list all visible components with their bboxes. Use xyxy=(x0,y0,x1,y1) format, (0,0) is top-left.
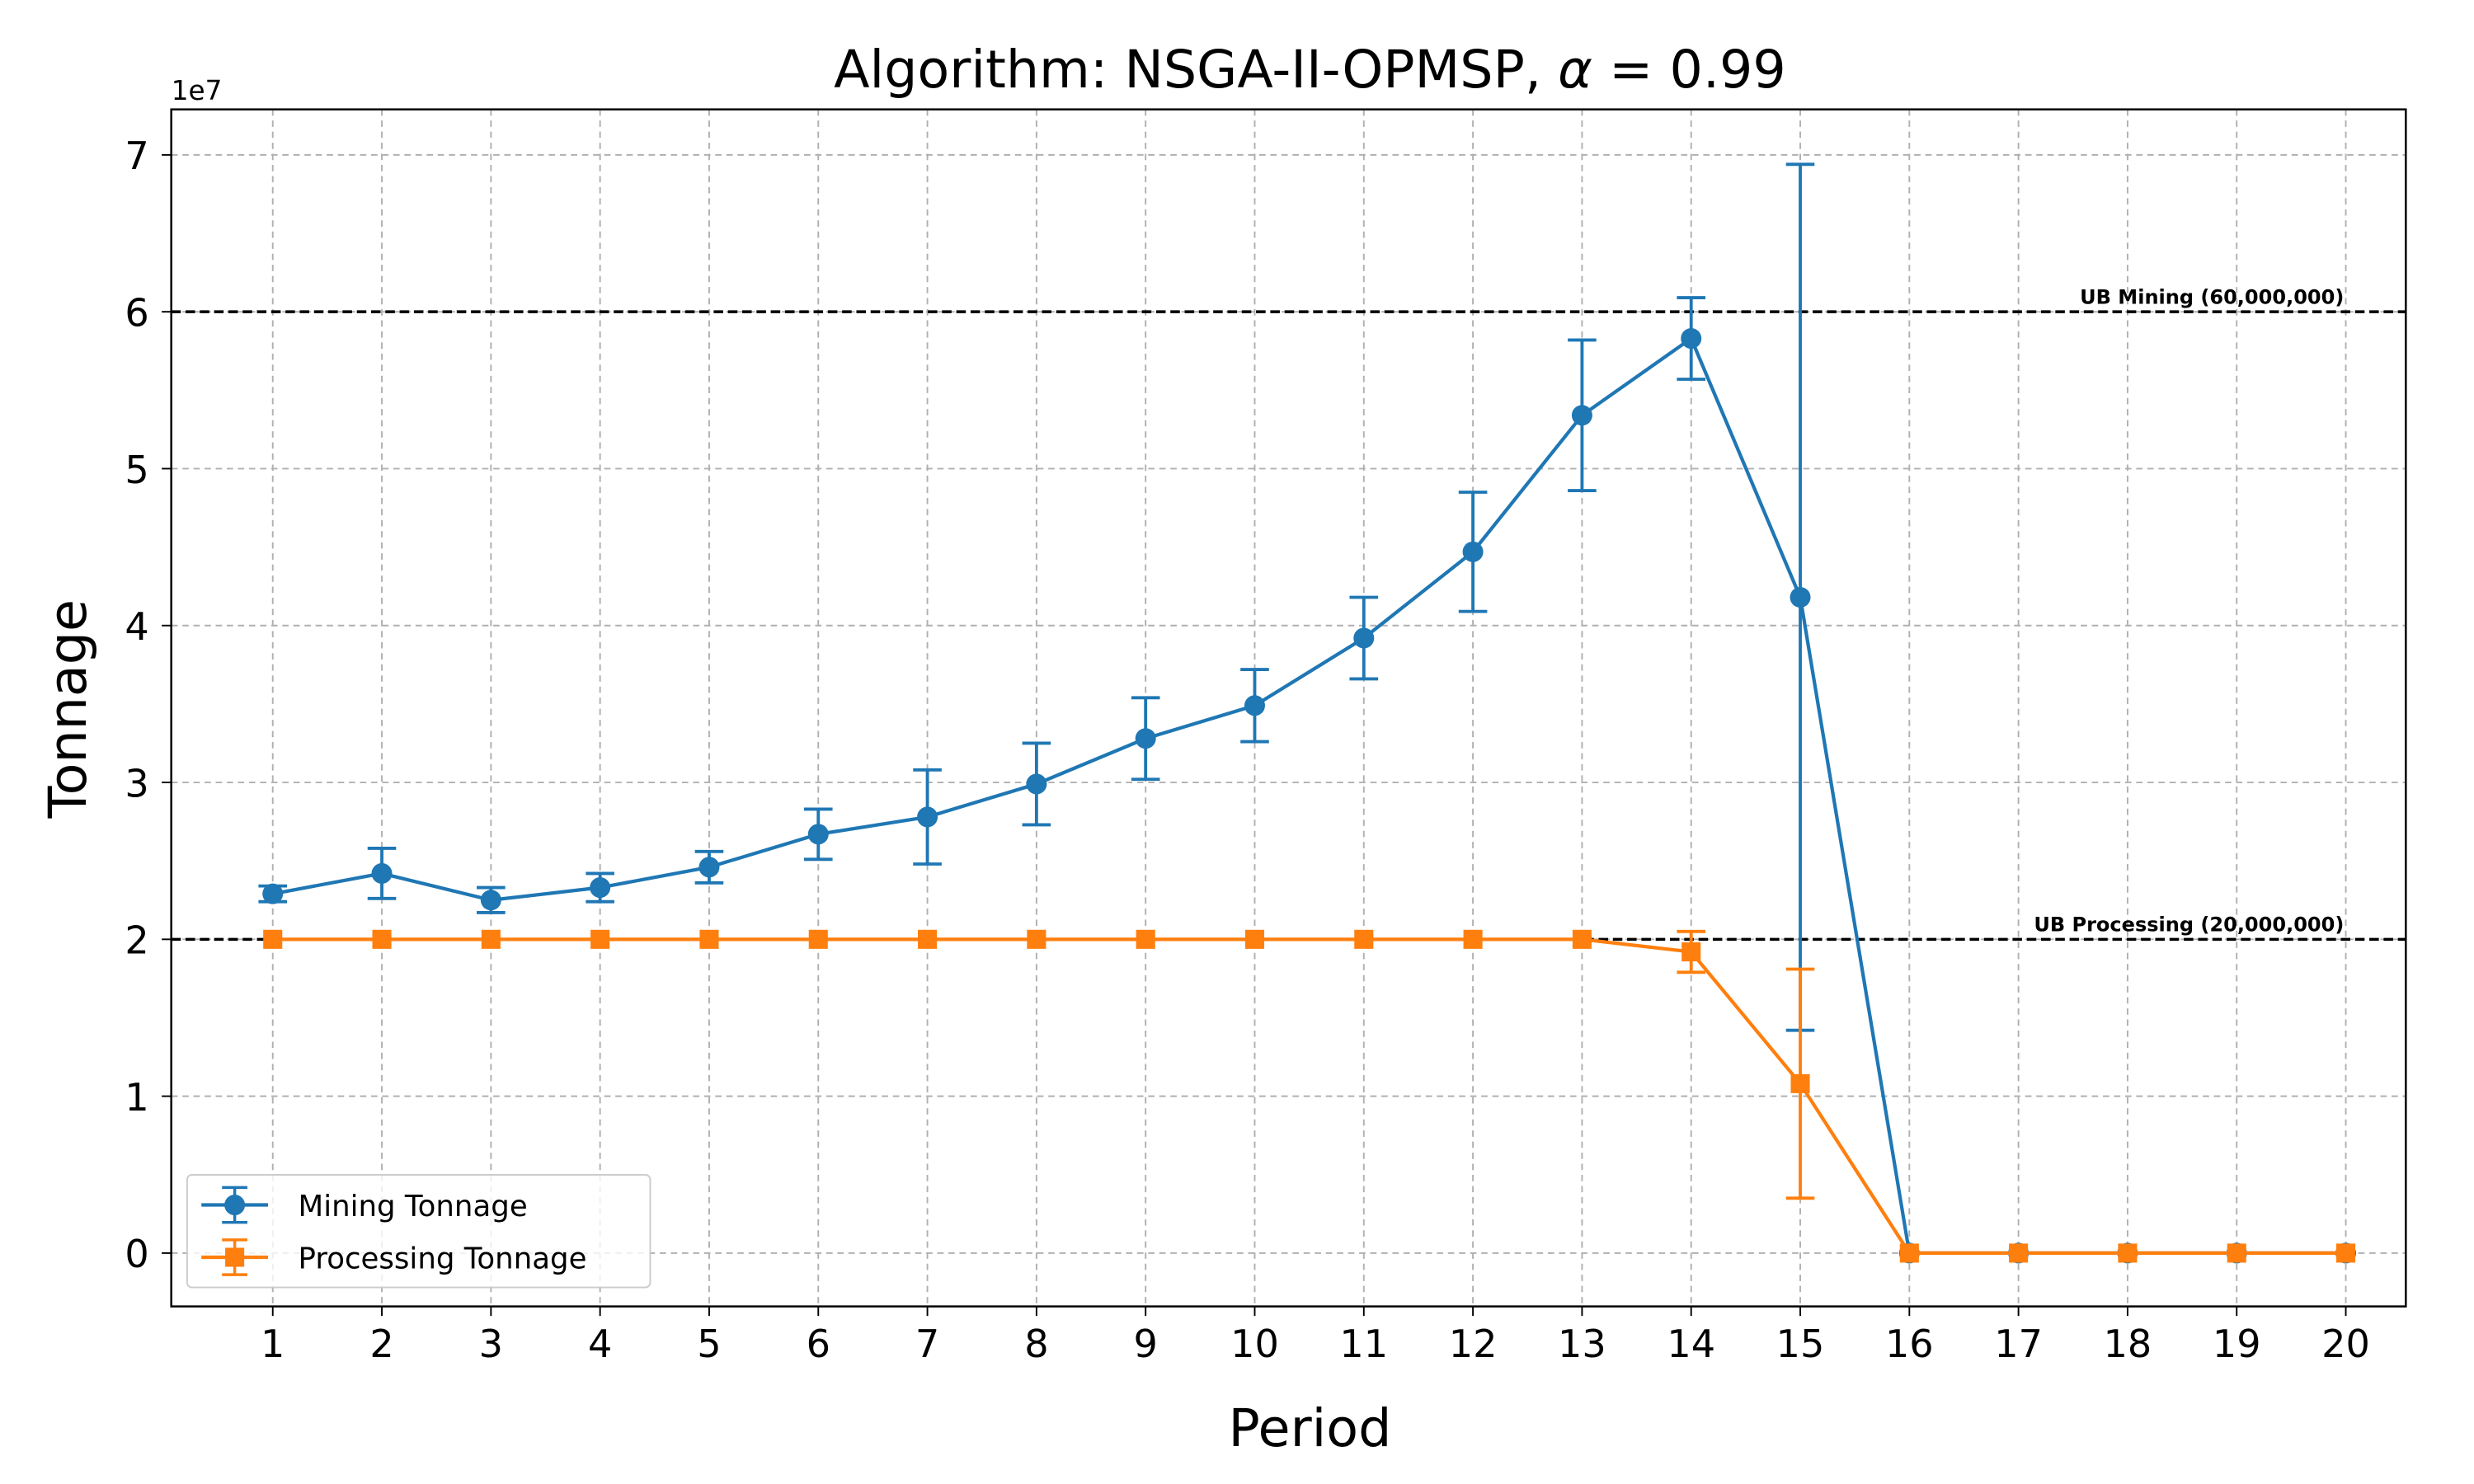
x-tick-label: 15 xyxy=(1776,1322,1825,1366)
data-point xyxy=(698,857,720,878)
data-point xyxy=(1462,541,1484,562)
data-point xyxy=(262,883,284,904)
x-tick-label: 5 xyxy=(697,1322,721,1366)
y-offset-label: 1e7 xyxy=(172,75,223,106)
data-point xyxy=(480,890,501,911)
data-point xyxy=(481,929,501,949)
legend-box xyxy=(186,1174,651,1289)
y-tick-label: 6 xyxy=(125,290,148,335)
y-tick-label: 0 xyxy=(125,1232,148,1276)
data-point xyxy=(1681,942,1701,962)
data-point xyxy=(2118,1243,2138,1263)
x-tick-label: 16 xyxy=(1885,1322,1934,1366)
title-symbol: α xyxy=(1558,39,1592,100)
data-point xyxy=(1572,929,1592,949)
x-tick-label: 4 xyxy=(588,1322,612,1366)
legend: Mining Tonnage Processing Tonnage xyxy=(186,1174,651,1289)
data-point xyxy=(1681,328,1702,350)
legend-marker xyxy=(225,1247,245,1267)
data-point xyxy=(1027,929,1047,949)
x-tick-label: 1 xyxy=(261,1322,285,1366)
data-point xyxy=(808,929,828,949)
x-tick-label: 7 xyxy=(915,1322,939,1366)
data-point xyxy=(1244,929,1265,949)
data-point xyxy=(1244,695,1265,716)
data-point xyxy=(590,877,611,899)
data-point xyxy=(1463,929,1483,949)
x-tick-label: 6 xyxy=(807,1322,830,1366)
data-point xyxy=(1353,627,1375,649)
data-point xyxy=(2009,1243,2029,1263)
y-tick-label: 2 xyxy=(125,918,148,963)
data-point xyxy=(917,806,938,828)
reference-line-label: UB Mining (60,000,000) xyxy=(2080,286,2344,309)
x-tick-label: 2 xyxy=(369,1322,393,1366)
series-processing-tonnage xyxy=(263,929,2356,1263)
x-tick-label: 8 xyxy=(1024,1322,1048,1366)
series-line xyxy=(272,937,2346,1256)
data-point xyxy=(1571,405,1592,426)
x-tick-label: 3 xyxy=(479,1322,503,1366)
x-tick-label: 18 xyxy=(2104,1322,2152,1366)
data-point xyxy=(1354,929,1374,949)
data-point xyxy=(918,929,938,949)
data-point xyxy=(2227,1243,2246,1263)
legend-item: Mining Tonnage xyxy=(201,1186,528,1224)
legend-item: Processing Tonnage xyxy=(201,1238,587,1276)
series-line xyxy=(272,336,2346,1256)
x-tick-label: 12 xyxy=(1449,1322,1498,1366)
chart-title: Algorithm: NSGA-II-OPMSP, α = 0.99 xyxy=(834,39,1786,100)
x-tick-label: 9 xyxy=(1134,1322,1158,1366)
data-point xyxy=(699,929,719,949)
data-point xyxy=(2336,1243,2356,1263)
data-point xyxy=(1790,586,1811,608)
x-tick-label: 14 xyxy=(1667,1322,1715,1366)
data-point xyxy=(372,929,392,949)
x-tick-label: 19 xyxy=(2213,1322,2261,1366)
data-point xyxy=(1136,929,1155,949)
data-point xyxy=(1135,728,1156,749)
reference-line-label: UB Processing (20,000,000) xyxy=(2034,913,2344,937)
y-tick-label: 7 xyxy=(125,134,148,178)
data-point xyxy=(1790,1073,1810,1093)
data-point xyxy=(263,929,283,949)
x-tick-label: 11 xyxy=(1339,1322,1388,1366)
y-tick-label: 1 xyxy=(125,1075,148,1120)
series-mining-tonnage xyxy=(258,162,2357,1264)
title-suffix: = 0.99 xyxy=(1592,39,1786,100)
y-axis-label: Tonnage xyxy=(37,599,98,819)
legend-label: Processing Tonnage xyxy=(299,1242,587,1275)
plot-frame xyxy=(170,108,2407,1308)
legend-label: Mining Tonnage xyxy=(299,1190,528,1223)
data-point xyxy=(1026,773,1047,795)
y-tick-label: 4 xyxy=(125,604,148,649)
x-tick-label: 10 xyxy=(1230,1322,1279,1366)
y-tick-label: 3 xyxy=(125,761,148,805)
x-tick-label: 13 xyxy=(1558,1322,1606,1366)
x-axis-label: Period xyxy=(1229,1397,1392,1458)
legend-marker xyxy=(224,1195,246,1216)
data-point xyxy=(590,929,610,949)
title-prefix: Algorithm: NSGA-II-OPMSP, xyxy=(834,39,1558,100)
data-point xyxy=(1899,1243,1919,1263)
x-tick-label: 20 xyxy=(2321,1322,2370,1366)
data-point xyxy=(371,862,393,884)
data-point xyxy=(807,824,829,845)
x-tick-label: 17 xyxy=(1994,1322,2043,1366)
y-tick-label: 5 xyxy=(125,448,148,492)
